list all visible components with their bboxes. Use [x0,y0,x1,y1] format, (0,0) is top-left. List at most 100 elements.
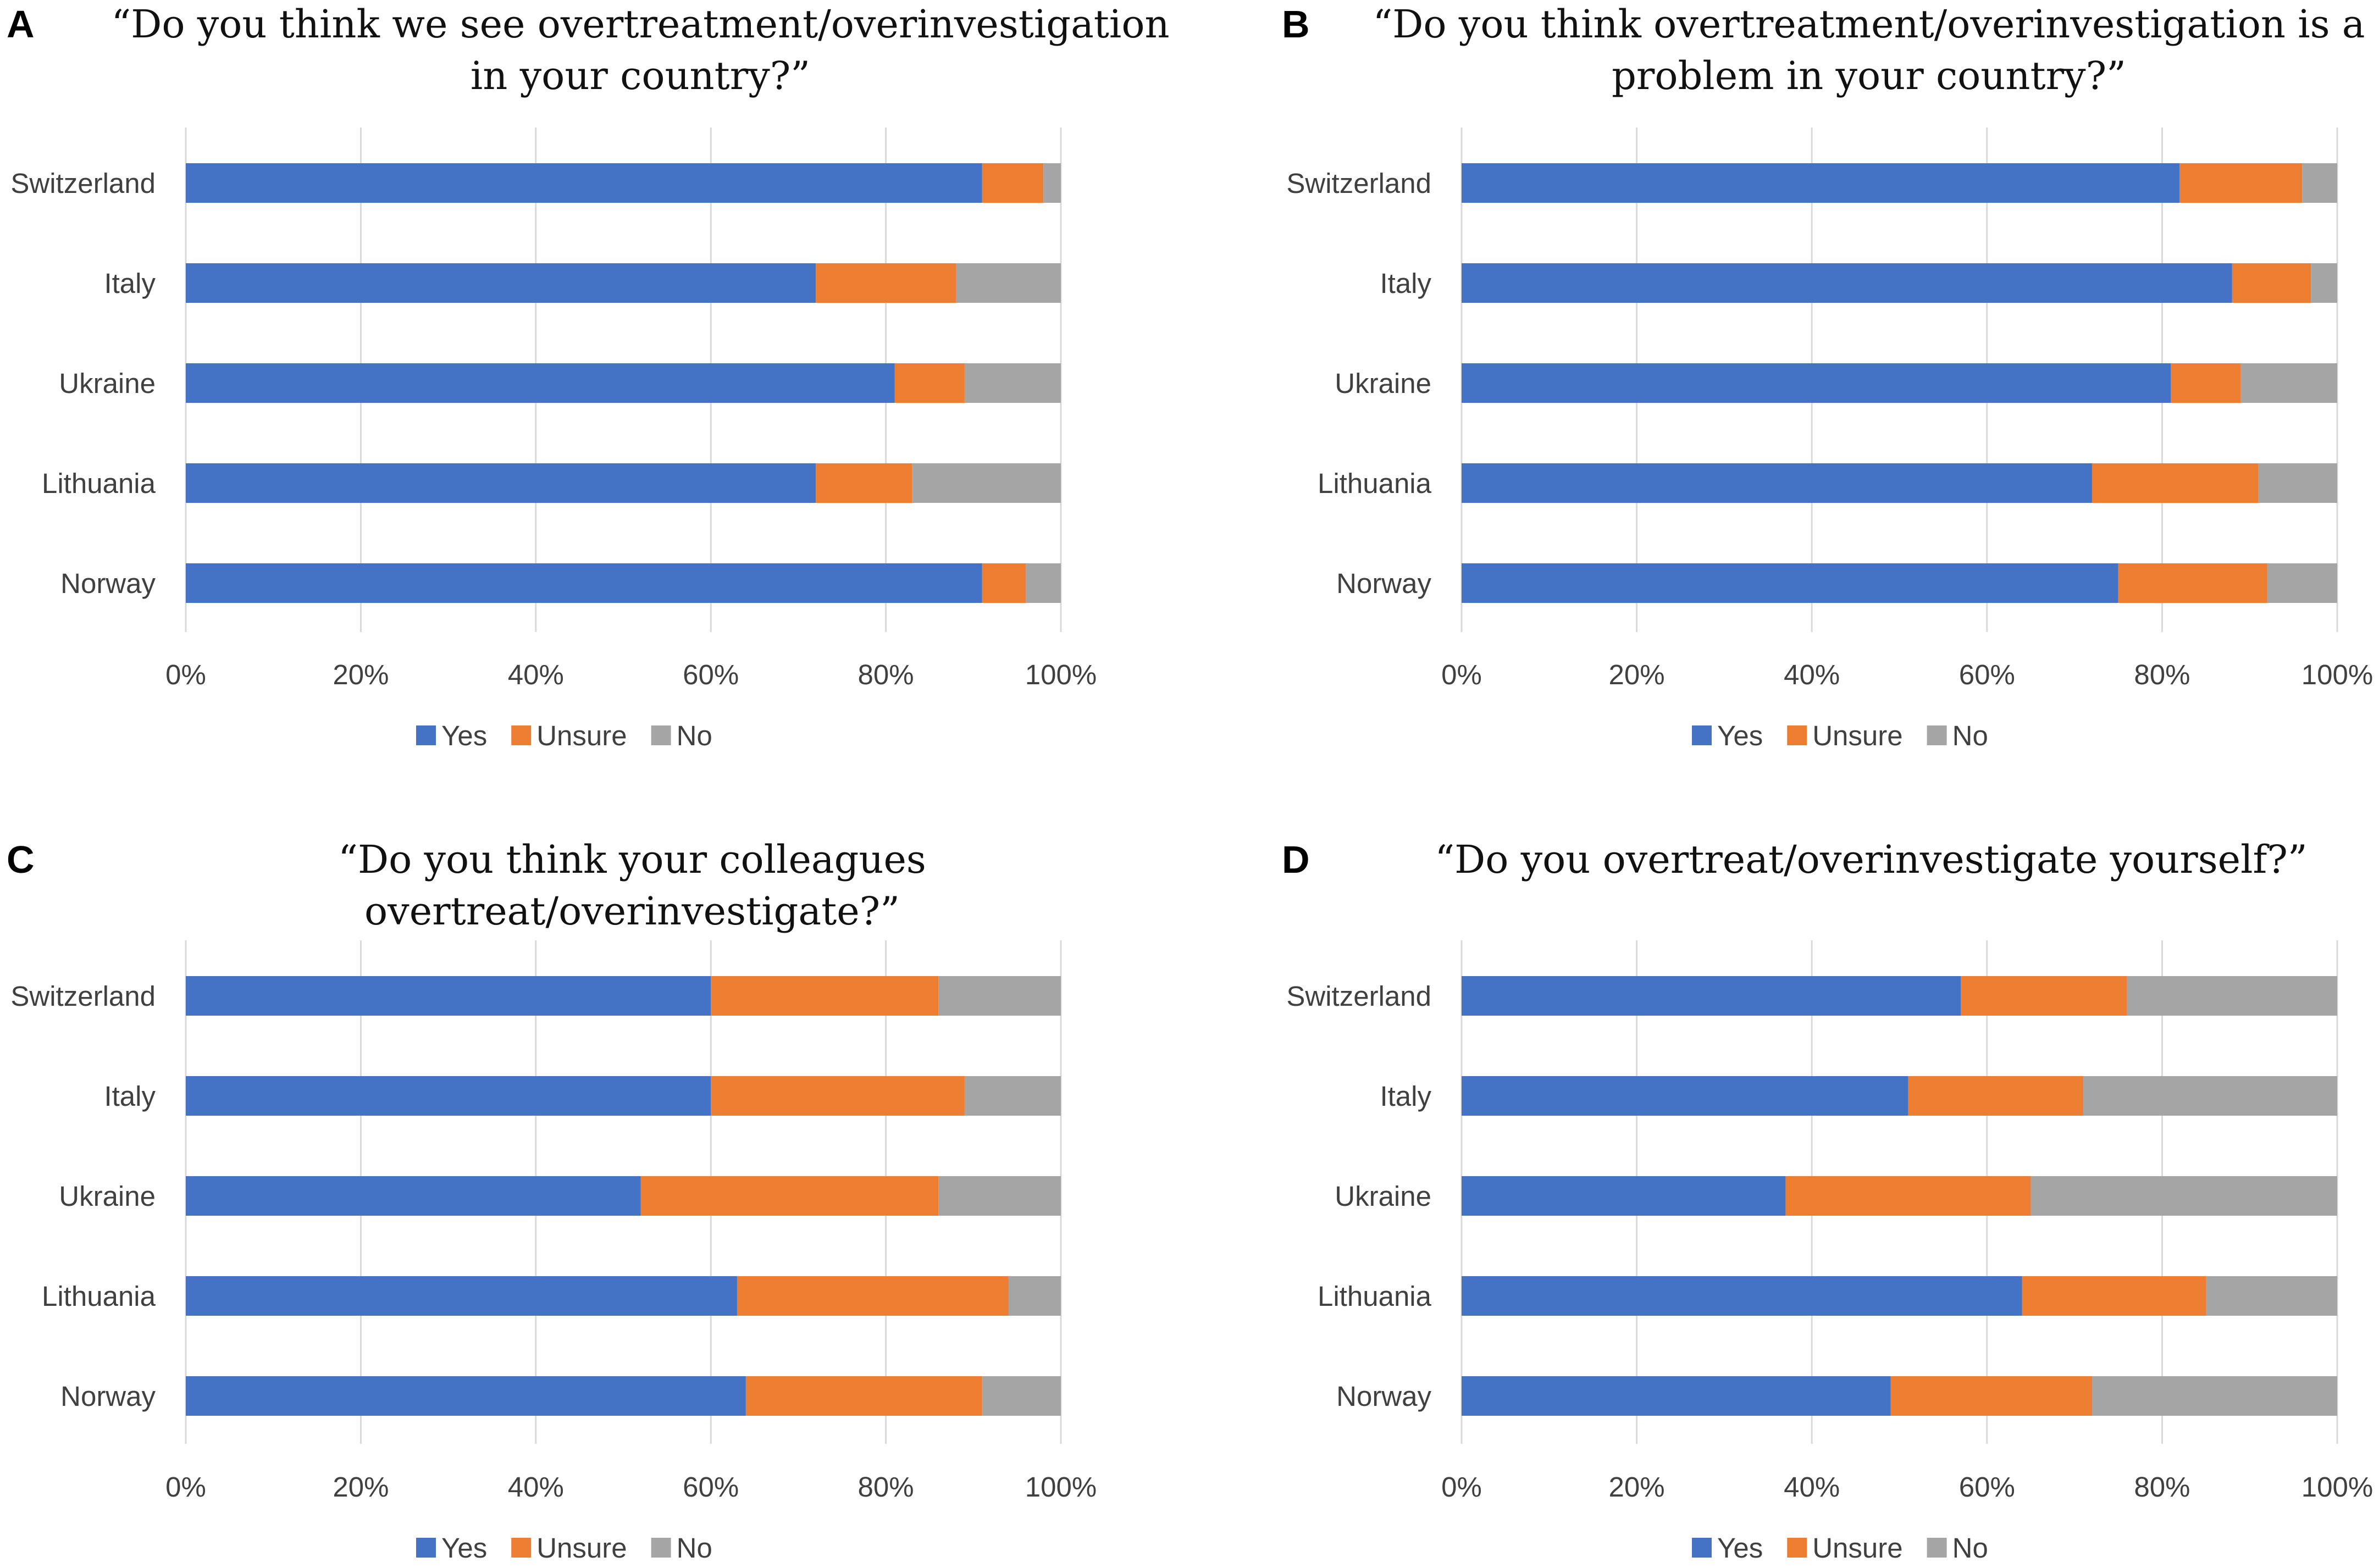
bar-unsure-switzerland [1961,976,2127,1016]
x-tick-label: 20% [333,659,389,690]
bar-unsure-ukraine [1785,1176,2031,1216]
legend-swatch-yes [1692,1538,1712,1558]
chart-title-line: in your country?” [471,53,810,98]
bar-no-lithuania [2258,463,2337,503]
panel-c: C “Do you think your colleagues overtreat/… [7,837,1097,1564]
bar-yes-ukraine [1462,1176,1786,1216]
x-tick-label: 100% [2301,1471,2373,1503]
x-tick-label: 40% [508,1471,564,1503]
panel-letter: D [1282,838,1310,881]
bar-unsure-italy [2232,263,2311,303]
bar-no-switzerland [938,976,1061,1016]
category-label: Ukraine [1335,368,1431,399]
bar-no-italy [964,1076,1061,1116]
bar-unsure-norway [1890,1376,2092,1416]
bar-yes-ukraine [1462,363,2171,403]
bar-yes-norway [1462,1376,1891,1416]
panel-letter: C [7,838,35,881]
chart-title-line: “Do you think we see overtreatment/overi… [111,2,1169,47]
category-label: Switzerland [10,168,156,199]
bar-unsure-switzerland [982,163,1044,203]
category-label: Norway [1336,568,1431,599]
bar-unsure-italy [711,1076,965,1116]
bar-yes-switzerland [1462,976,1961,1016]
x-tick-label: 80% [2134,659,2190,690]
bar-no-italy [2311,263,2337,303]
legend-label-no: No [677,720,712,751]
chart-title-line: “Do you think overtreatment/overinvestig… [1373,2,2365,47]
legend-swatch-yes [416,725,436,745]
bar-yes-italy [186,1076,711,1116]
category-label: Ukraine [59,1181,156,1212]
x-tick-label: 60% [1959,659,2015,690]
x-tick-label: 40% [508,659,564,690]
category-label: Italy [1380,268,1431,299]
bar-yes-lithuania [1462,1276,2022,1316]
chart-title-line: “Do you think your colleagues [338,837,926,882]
bar-yes-norway [1462,563,2118,603]
panel-letter: A [7,3,35,46]
bar-yes-italy [186,263,816,303]
panel-d: D “Do you overtreat/overinvestigate yours… [1282,837,2373,1564]
bar-no-switzerland [1043,163,1061,203]
legend-swatch-unsure [511,1538,532,1558]
bar-no-ukraine [2240,363,2337,403]
x-tick-label: 80% [858,1471,914,1503]
bar-no-ukraine [938,1176,1061,1216]
legend-label-no: No [1952,720,1988,751]
legend-swatch-yes [1692,725,1712,745]
category-label: Switzerland [1286,168,1431,199]
legend-swatch-unsure [1787,1538,1807,1558]
legend-swatch-no [651,725,671,745]
legend-label-yes: Yes [441,1532,487,1564]
bar-no-lithuania [912,463,1061,503]
legend-swatch-yes [416,1538,436,1558]
bar-yes-switzerland [186,976,711,1016]
category-label: Norway [1336,1381,1431,1412]
bar-no-italy [955,263,1061,303]
bar-unsure-ukraine [640,1176,939,1216]
bar-unsure-ukraine [2171,363,2241,403]
category-label: Switzerland [10,980,156,1012]
category-label: Norway [60,568,156,599]
x-tick-label: 100% [1025,1471,1097,1503]
legend-label-yes: Yes [1717,720,1763,751]
bar-yes-lithuania [186,1276,737,1316]
bar-unsure-lithuania [2022,1276,2206,1316]
bar-no-ukraine [2031,1176,2337,1216]
category-label: Ukraine [59,368,156,399]
bar-no-norway [982,1376,1061,1416]
bar-no-switzerland [2127,976,2337,1016]
x-tick-label: 60% [1959,1471,2015,1503]
category-label: Lithuania [42,468,156,499]
bar-no-ukraine [964,363,1061,403]
category-label: Lithuania [1318,468,1432,499]
category-label: Switzerland [1286,980,1431,1012]
bar-yes-ukraine [186,363,895,403]
bar-unsure-switzerland [2179,163,2303,203]
bar-no-switzerland [2302,163,2337,203]
x-tick-label: 0% [165,659,206,690]
bar-unsure-switzerland [711,976,939,1016]
legend-label-yes: Yes [1717,1532,1763,1564]
category-label: Lithuania [42,1281,156,1312]
chart-title-line: “Do you overtreat/overinvestigate yourse… [1435,837,2307,882]
x-tick-label: 0% [1441,1471,1482,1503]
bar-yes-lithuania [1462,463,2092,503]
bar-yes-italy [1462,1076,1908,1116]
chart-title-line: problem in your country?” [1612,53,2126,98]
bar-yes-italy [1462,263,2232,303]
category-label: Italy [1380,1081,1431,1112]
bar-no-norway [2092,1376,2337,1416]
category-label: Italy [104,1081,156,1112]
bar-yes-lithuania [186,463,816,503]
category-label: Ukraine [1335,1181,1431,1212]
x-tick-label: 0% [1441,659,1482,690]
legend-swatch-unsure [1787,725,1807,745]
legend-label-no: No [677,1532,712,1564]
bar-unsure-lithuania [816,463,912,503]
legend-swatch-no [1927,1538,1947,1558]
bar-yes-ukraine [186,1176,641,1216]
x-tick-label: 80% [858,659,914,690]
